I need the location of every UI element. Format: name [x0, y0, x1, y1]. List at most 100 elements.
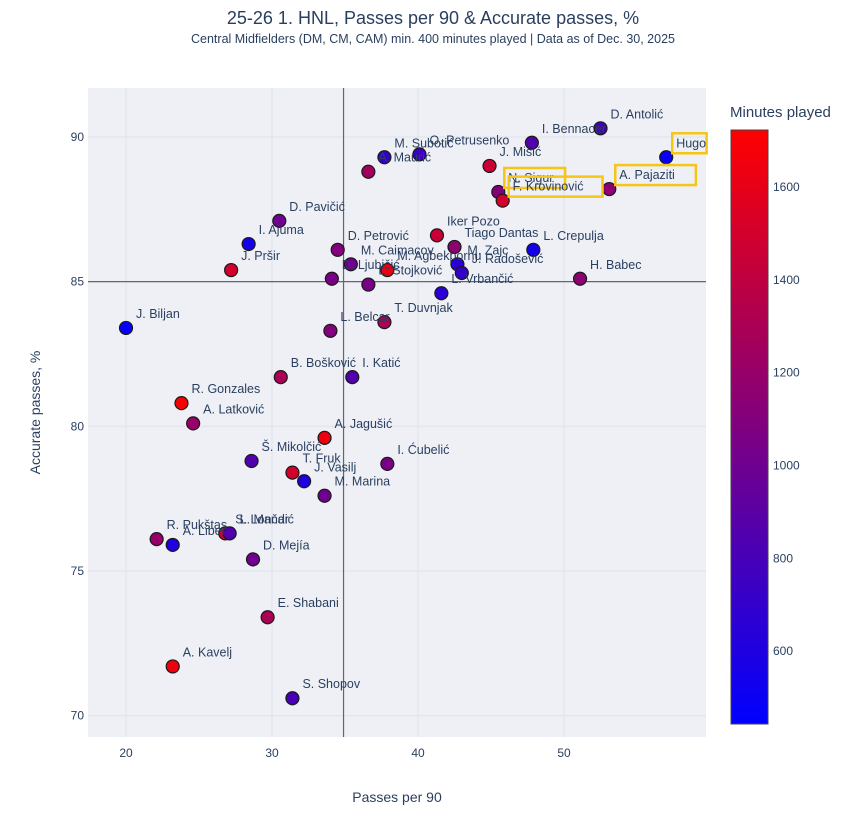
y-axis-ticks: 70 75 80 85 90	[71, 130, 85, 723]
data-point[interactable]	[495, 193, 510, 208]
point-label: S. Shopov	[302, 677, 360, 691]
point-label: M. Agbekpornu	[397, 249, 481, 263]
data-point[interactable]	[380, 262, 395, 278]
x-tick-label: 50	[557, 746, 571, 760]
point-label: L. Belcar	[340, 310, 389, 324]
data-point[interactable]	[260, 610, 275, 625]
data-point[interactable]	[330, 242, 345, 257]
data-point[interactable]	[572, 271, 588, 286]
data-point[interactable]	[149, 532, 164, 547]
colorbar-ticks: 600 800 1000 1200 1400 1600	[773, 180, 800, 658]
point-label: L. Mandić	[240, 512, 294, 526]
point-label: A. Maurić	[378, 151, 431, 165]
data-point[interactable]	[118, 320, 134, 336]
point-label: B. Bošković	[291, 356, 356, 370]
data-point[interactable]	[602, 181, 617, 197]
data-point[interactable]	[224, 262, 239, 278]
y-tick-label: 70	[71, 709, 85, 723]
data-point[interactable]	[273, 370, 288, 385]
y-tick-label: 85	[71, 275, 85, 289]
y-tick-label: 90	[71, 130, 85, 144]
data-point[interactable]	[323, 323, 338, 338]
x-tick-label: 20	[119, 746, 133, 760]
data-points	[118, 121, 674, 706]
data-point[interactable]	[482, 158, 497, 174]
data-point[interactable]	[165, 659, 180, 674]
point-label: L. Crepulja	[543, 229, 603, 243]
data-point[interactable]	[361, 277, 376, 292]
data-point[interactable]	[174, 396, 189, 411]
point-label: Š. Mikolčić	[262, 439, 322, 454]
highlight-box	[507, 175, 604, 198]
data-point[interactable]	[361, 164, 376, 179]
point-label: Iker Pozo	[447, 214, 500, 228]
highlight-box	[614, 163, 698, 187]
point-label: J. Misić	[500, 145, 542, 159]
point-label: I. Katić	[362, 356, 400, 370]
colorbar-tick-label: 800	[773, 551, 793, 565]
highlight-box	[503, 166, 567, 190]
point-label: D. Antolić	[611, 107, 664, 121]
data-point[interactable]	[454, 265, 469, 281]
x-tick-label: 40	[411, 746, 425, 760]
x-axis-ticks: 20 30 40 50	[119, 746, 571, 760]
point-label: I. Bennacer	[542, 122, 606, 136]
point-label: M. Caimacov	[361, 243, 435, 257]
data-point[interactable]	[526, 242, 541, 257]
colorbar-title: Minutes played	[730, 104, 831, 121]
point-label: A. Jagušić	[335, 417, 393, 431]
colorbar-tick-label: 1000	[773, 459, 800, 473]
data-point[interactable]	[244, 453, 259, 469]
colorbar-tick-label: 1600	[773, 180, 800, 194]
point-label: A. Pajaziti	[619, 168, 675, 182]
colorbar-tick-label: 1200	[773, 366, 800, 380]
point-label: T. Duvnjak	[394, 301, 453, 315]
data-point[interactable]	[429, 228, 445, 243]
data-point[interactable]	[272, 213, 287, 228]
data-point[interactable]	[380, 456, 395, 472]
data-point[interactable]	[317, 488, 332, 503]
y-axis-title: Accurate passes, %	[27, 351, 43, 475]
data-point[interactable]	[222, 526, 237, 541]
data-point[interactable]	[377, 315, 392, 330]
data-point[interactable]	[659, 150, 674, 165]
point-label: N. Sigur	[508, 171, 553, 185]
data-point[interactable]	[343, 257, 358, 272]
point-label: I. Ajuma	[259, 223, 304, 237]
point-label: J. Vasilj	[314, 460, 356, 474]
point-label: M. Subotić	[394, 136, 453, 150]
data-point[interactable]	[241, 236, 256, 252]
data-point[interactable]	[297, 474, 312, 489]
point-label: J. Pršir	[241, 249, 280, 263]
data-point[interactable]	[285, 465, 300, 480]
point-label: E. Shabani	[278, 596, 339, 610]
point-label: J. Biljan	[136, 307, 180, 321]
point-label: D. Petrović	[348, 229, 409, 243]
point-label: L. Stojković	[378, 264, 442, 278]
data-point[interactable]	[412, 147, 427, 162]
point-label: I. Ćubelić	[397, 442, 449, 457]
point-label: O. Petrusenko	[429, 133, 509, 147]
data-point[interactable]	[285, 691, 300, 706]
data-point[interactable]	[377, 150, 392, 165]
point-label: J. Radošević	[472, 252, 544, 266]
highlight-box	[670, 132, 708, 155]
data-point[interactable]	[317, 430, 332, 445]
data-point[interactable]	[447, 239, 462, 255]
data-point[interactable]	[524, 135, 539, 150]
data-point[interactable]	[593, 121, 608, 136]
data-point[interactable]	[434, 286, 449, 301]
data-point[interactable]	[245, 552, 261, 567]
data-point[interactable]	[345, 370, 360, 385]
data-point[interactable]	[186, 416, 201, 431]
point-label: Hugo	[676, 136, 706, 150]
point-label: L. Vrbančić	[451, 272, 513, 286]
point-label: H. Babec	[590, 258, 641, 272]
point-label: T. Fruk	[302, 452, 341, 466]
point-label: A. Latković	[203, 402, 264, 416]
data-point[interactable]	[324, 271, 339, 286]
data-point[interactable]	[165, 537, 180, 553]
point-label: S. Lončar	[235, 512, 289, 526]
